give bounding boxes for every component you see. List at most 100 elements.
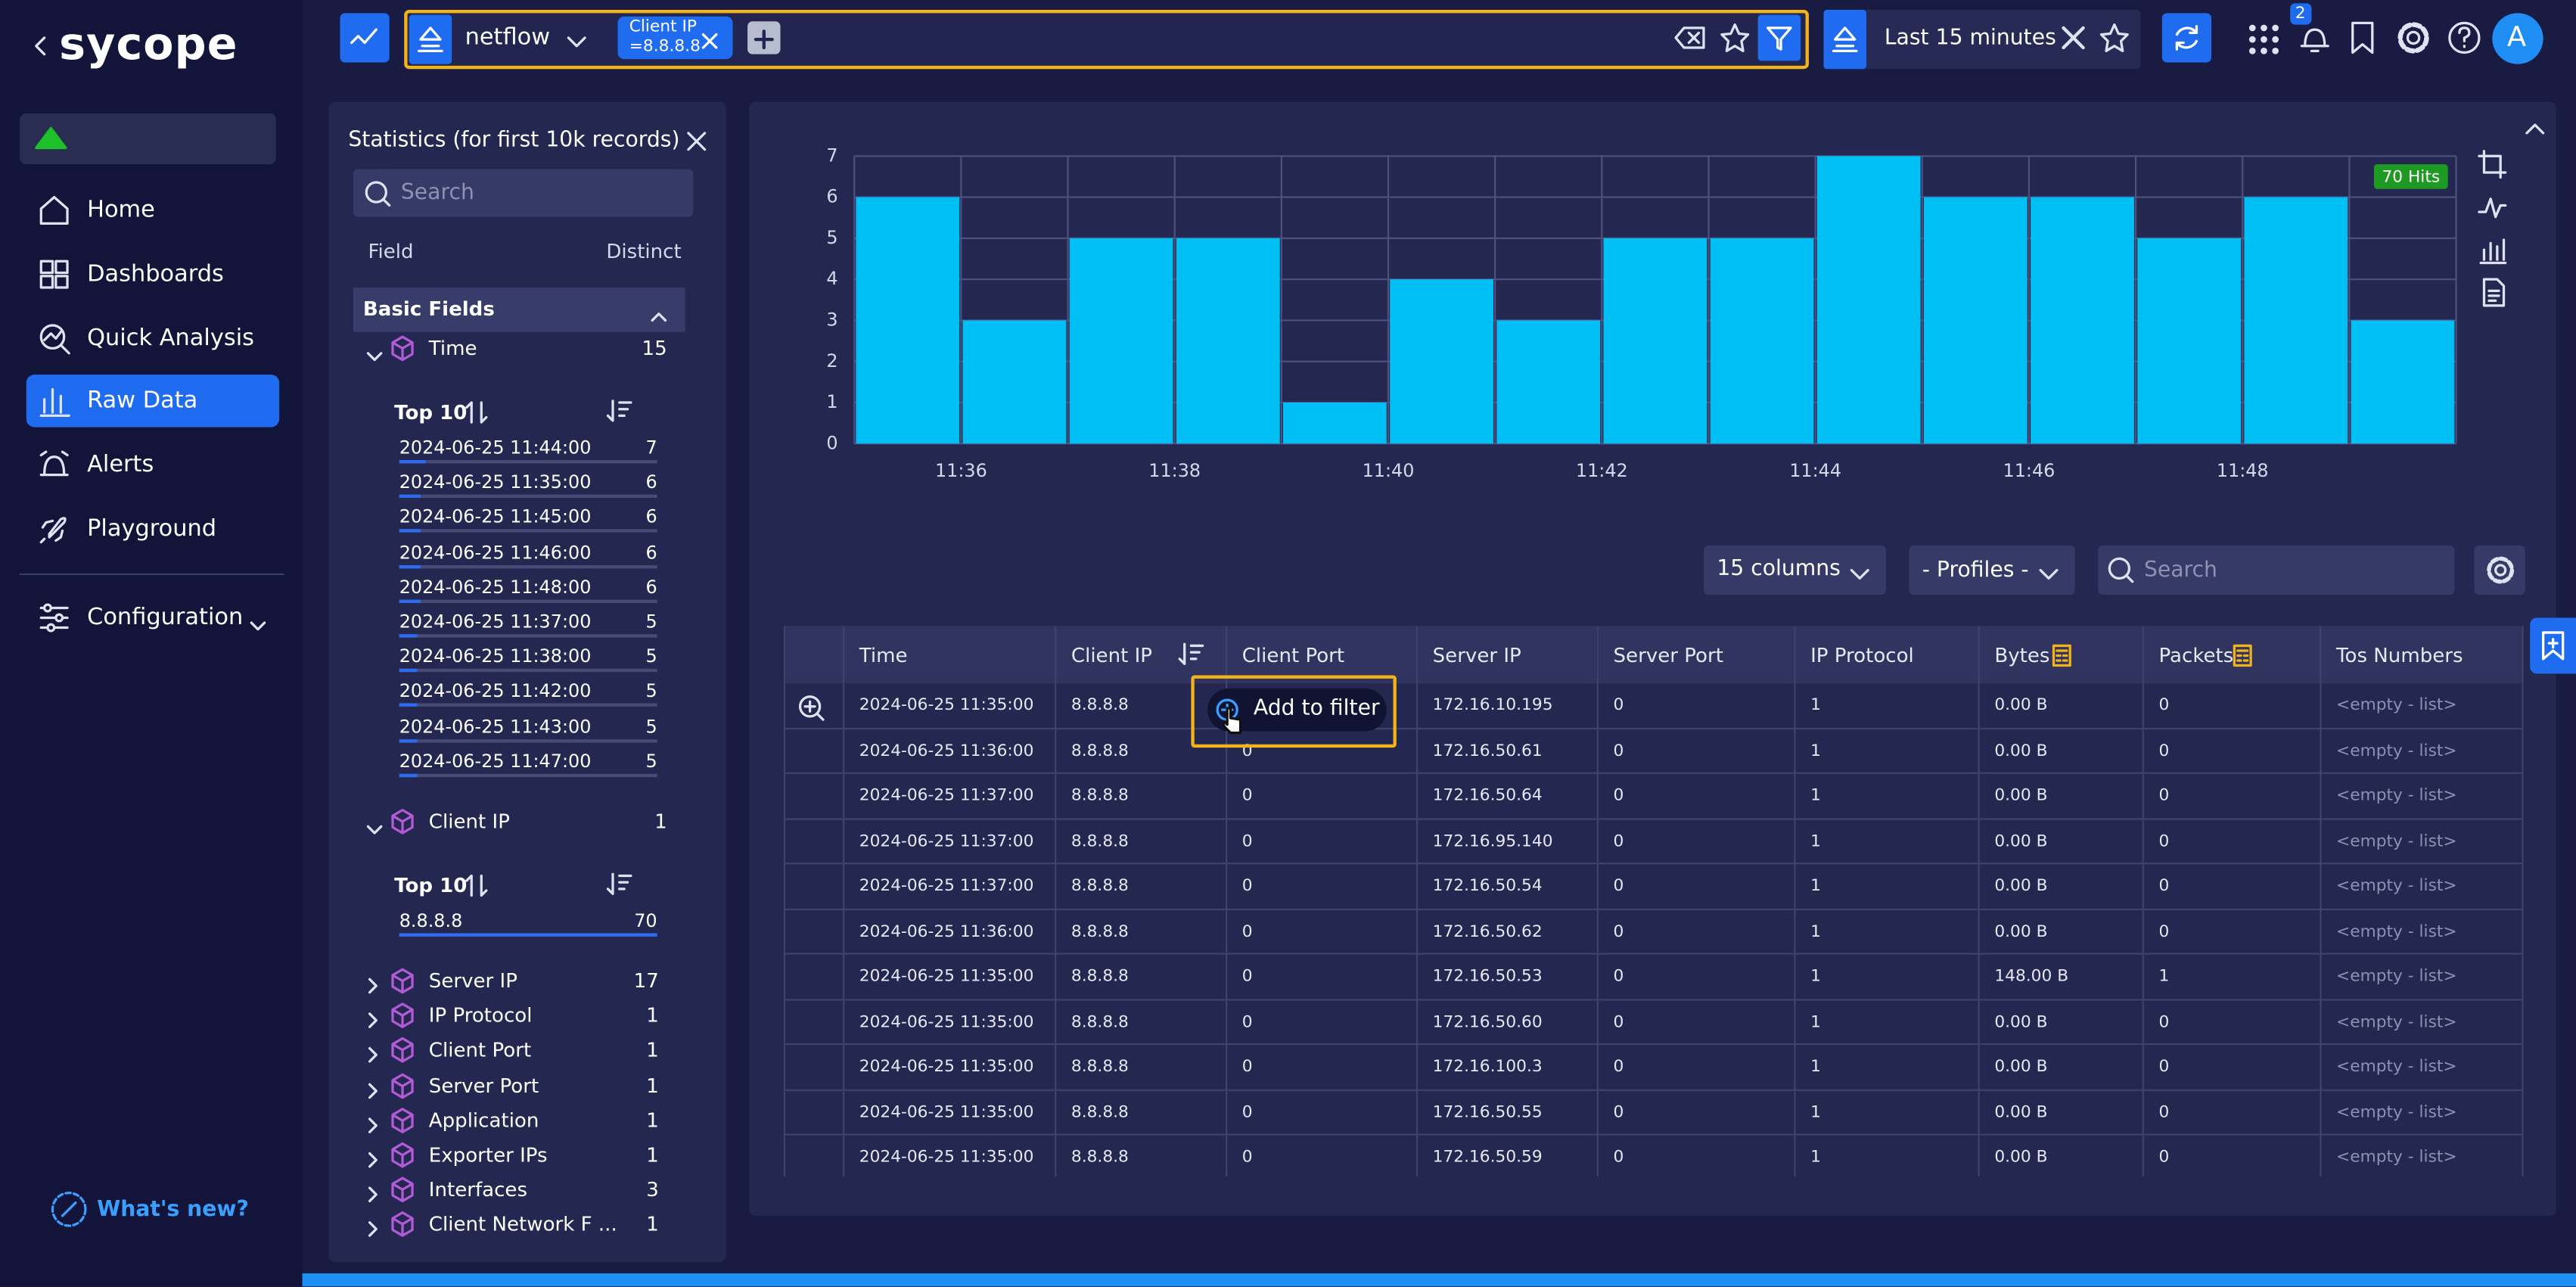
sort-icon[interactable] — [1176, 641, 1206, 667]
table-row[interactable] — [783, 955, 2522, 1000]
table-row[interactable] — [783, 864, 2522, 909]
column-header[interactable]: Server IP — [1432, 644, 1521, 667]
top-item-label[interactable]: 2024-06-25 11:38:00 — [399, 645, 592, 668]
nav-icon[interactable] — [36, 447, 73, 483]
section-collapse[interactable] — [649, 300, 669, 322]
top-item-label[interactable]: 8.8.8.8 — [399, 910, 463, 932]
avatar-letter[interactable]: A — [2506, 21, 2527, 54]
field-distinct[interactable]: 15 — [642, 337, 667, 360]
table-settings-icon[interactable] — [2484, 554, 2516, 586]
avatar[interactable] — [2492, 13, 2543, 64]
columns-select[interactable] — [1703, 545, 1886, 595]
top-item-label[interactable]: 2024-06-25 11:45:00 — [399, 506, 592, 528]
field-expand[interactable] — [365, 1146, 381, 1168]
field-distinct[interactable]: 1 — [654, 810, 667, 834]
time-favorite[interactable] — [2098, 21, 2130, 54]
chart-tool[interactable] — [2478, 235, 2507, 265]
profiles-select[interactable] — [1909, 545, 2075, 595]
field-expand[interactable] — [365, 1180, 381, 1203]
side-tab-icon[interactable] — [2538, 630, 2568, 662]
field-name[interactable]: Client Port — [428, 1039, 532, 1062]
nav-item[interactable]: Home — [87, 197, 155, 224]
table-row[interactable] — [783, 819, 2522, 865]
field-expand[interactable] — [365, 1006, 381, 1029]
field-name[interactable]: Time — [428, 337, 477, 360]
help-icon[interactable] — [2444, 18, 2484, 58]
nav-item[interactable]: Playground — [87, 515, 217, 542]
column-header[interactable]: Client IP — [1070, 644, 1153, 667]
bookmark-icon[interactable] — [2348, 20, 2377, 56]
table-row[interactable] — [783, 729, 2522, 774]
field-expand[interactable] — [365, 340, 384, 362]
table-row[interactable] — [783, 1045, 2522, 1090]
table-row[interactable] — [783, 1090, 2522, 1136]
table-settings[interactable] — [2474, 545, 2525, 595]
panel-collapse[interactable] — [2524, 115, 2546, 135]
top-item-label[interactable]: 2024-06-25 11:44:00 — [399, 437, 592, 459]
nav-item[interactable]: Dashboards — [87, 261, 224, 288]
source-chevron[interactable] — [565, 28, 588, 48]
filter-button-icon[interactable] — [1763, 21, 1795, 54]
refresh-button[interactable] — [2161, 13, 2211, 63]
field-expand[interactable] — [365, 971, 381, 994]
field-expand[interactable] — [365, 1040, 381, 1064]
config-icon[interactable] — [36, 600, 73, 636]
nav-item[interactable]: Quick Analysis — [87, 325, 254, 352]
top-item-label[interactable]: 2024-06-25 11:48:00 — [399, 576, 592, 598]
table-row[interactable] — [783, 909, 2522, 955]
sort-toggle[interactable] — [463, 872, 489, 899]
statistics-search[interactable] — [353, 169, 694, 217]
columns-chevron[interactable] — [1848, 561, 1871, 580]
field-name[interactable]: Client Network F ... — [428, 1213, 617, 1236]
table-row[interactable] — [783, 683, 2522, 729]
column-header[interactable]: Tos Numbers — [2336, 644, 2463, 667]
table-row[interactable] — [783, 999, 2522, 1046]
row-zoom[interactable] — [797, 693, 826, 723]
sort-toggle[interactable] — [463, 399, 489, 426]
clear-query[interactable] — [1674, 23, 1707, 52]
time-clear[interactable] — [2059, 23, 2088, 52]
top-item-label[interactable]: 2024-06-25 11:43:00 — [399, 715, 592, 738]
column-header[interactable]: Packets — [2158, 644, 2234, 667]
refresh-icon[interactable] — [2170, 21, 2203, 54]
search-placeholder[interactable]: Search — [2143, 558, 2217, 583]
tooltip-label[interactable]: Add to filter — [1253, 696, 1380, 722]
top-item-label[interactable]: 2024-06-25 11:35:00 — [399, 471, 592, 493]
field-name[interactable]: Application — [428, 1108, 539, 1132]
field-name[interactable]: Exporter IPs — [428, 1143, 548, 1167]
app-button-icon[interactable] — [348, 23, 381, 52]
statistics-close[interactable] — [685, 128, 708, 151]
nav-item[interactable]: Alerts — [87, 452, 154, 478]
column-header[interactable]: Server Port — [1613, 644, 1723, 667]
chart-tool[interactable] — [2478, 278, 2507, 307]
top-item-label[interactable]: 2024-06-25 11:42:00 — [399, 680, 592, 703]
field-name[interactable]: IP Protocol — [428, 1004, 533, 1027]
column-header[interactable]: IP Protocol — [1810, 644, 1914, 667]
nav-icon[interactable] — [36, 192, 73, 228]
field-expand[interactable] — [365, 813, 384, 835]
nav-icon[interactable] — [36, 256, 73, 293]
apps-icon[interactable] — [2246, 21, 2282, 58]
settings-icon[interactable] — [2394, 18, 2433, 58]
config-chevron[interactable] — [248, 610, 268, 631]
time-range[interactable]: Last 15 minutes — [1884, 26, 2056, 51]
profiles-select-label[interactable]: - Profiles - — [1922, 558, 2029, 583]
field-name[interactable]: Server Port — [428, 1074, 539, 1097]
chart-tool[interactable] — [2478, 150, 2507, 179]
chart-tool[interactable] — [2478, 192, 2507, 222]
nav-icon[interactable] — [36, 320, 73, 356]
filter-chip-remove[interactable] — [700, 26, 719, 49]
notifications-icon[interactable] — [2297, 20, 2333, 56]
column-header[interactable]: Client Port — [1241, 644, 1345, 667]
filter-chip-field[interactable]: Client IP — [629, 17, 697, 36]
whats-new-icon[interactable] — [49, 1189, 89, 1229]
nav-item[interactable]: Configuration — [87, 605, 244, 631]
top-item-label[interactable]: 2024-06-25 11:47:00 — [399, 750, 592, 773]
field-name[interactable]: Client IP — [428, 810, 510, 834]
field-name[interactable]: Interfaces — [428, 1178, 528, 1202]
table-search[interactable] — [2098, 545, 2455, 595]
filter-button[interactable] — [1757, 14, 1801, 61]
field-expand[interactable] — [365, 1111, 381, 1133]
back-icon[interactable] — [33, 33, 49, 59]
search-placeholder[interactable]: Search — [400, 180, 474, 206]
